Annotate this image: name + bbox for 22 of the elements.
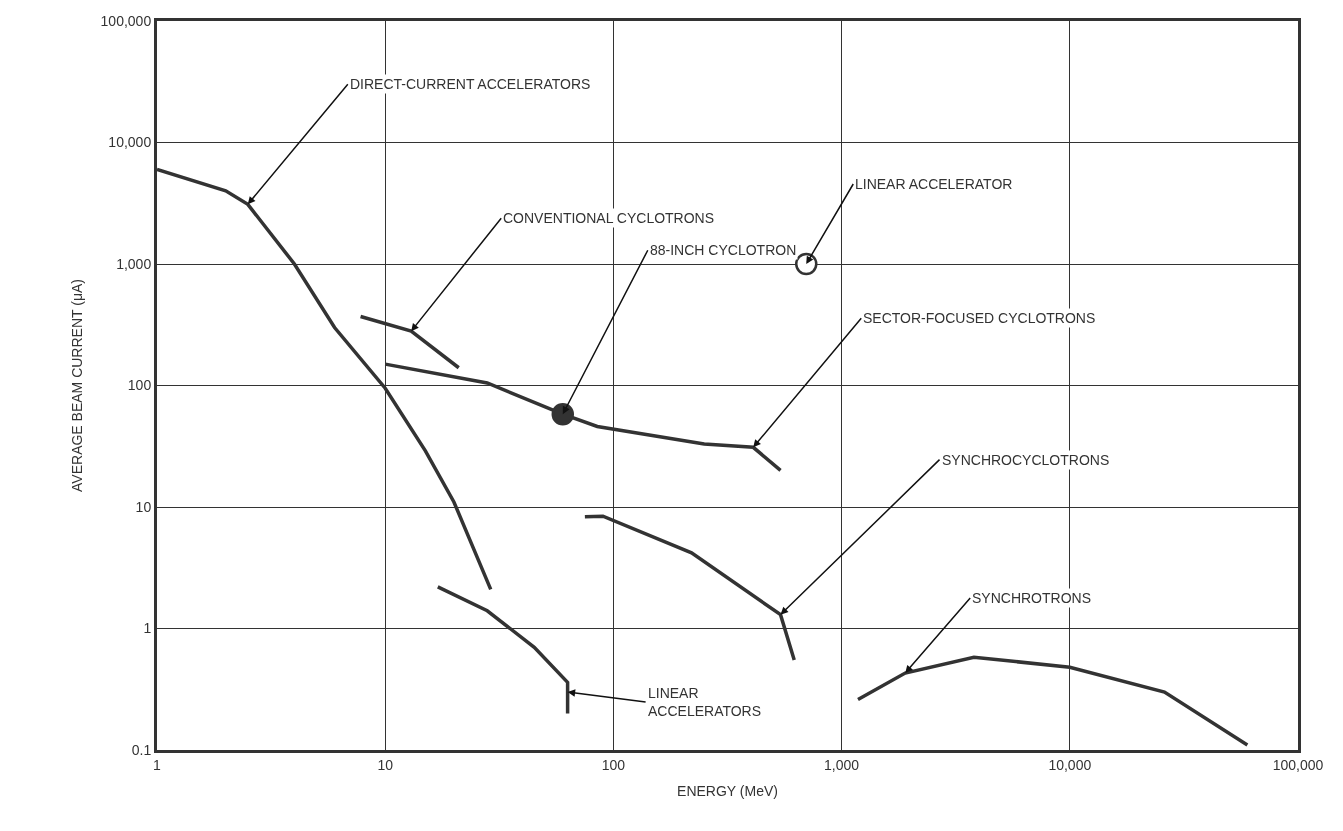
annotation: LINEAR ACCELERATOR	[855, 176, 1013, 192]
annotation: SYNCHROTRONS	[972, 590, 1092, 606]
y-tick-label: 0.1	[131, 741, 152, 758]
y-axis-title: AVERAGE BEAM CURRENT (μA)	[69, 279, 86, 492]
y-tick-label: 1	[143, 620, 152, 637]
annotation: CONVENTIONAL CYCLOTRONS	[503, 210, 715, 226]
annotation: LINEAR ACCELERATORS	[648, 685, 762, 720]
y-tick-label: 10,000	[108, 134, 152, 151]
y-tick-label: 100	[127, 377, 152, 394]
annotation: 88-INCH CYCLOTRON	[650, 242, 797, 258]
x-tick-label: 100,000	[1272, 756, 1324, 773]
x-tick-label: 10,000	[1048, 756, 1092, 773]
x-tick-label: 100	[601, 756, 626, 773]
y-tick-label: 10	[135, 498, 152, 515]
annotation: SECTOR-FOCUSED CYCLOTRONS	[863, 310, 1096, 326]
annotation: DIRECT-CURRENT ACCELERATORS	[350, 76, 591, 92]
x-axis-title: ENERGY (MeV)	[677, 783, 778, 800]
y-tick-label: 100,000	[100, 12, 152, 29]
annotation: SYNCHROCYCLOTRONS	[942, 452, 1110, 468]
x-tick-label: 1,000	[824, 756, 860, 773]
y-tick-label: 1,000	[116, 255, 152, 272]
x-tick-label: 10	[377, 756, 394, 773]
